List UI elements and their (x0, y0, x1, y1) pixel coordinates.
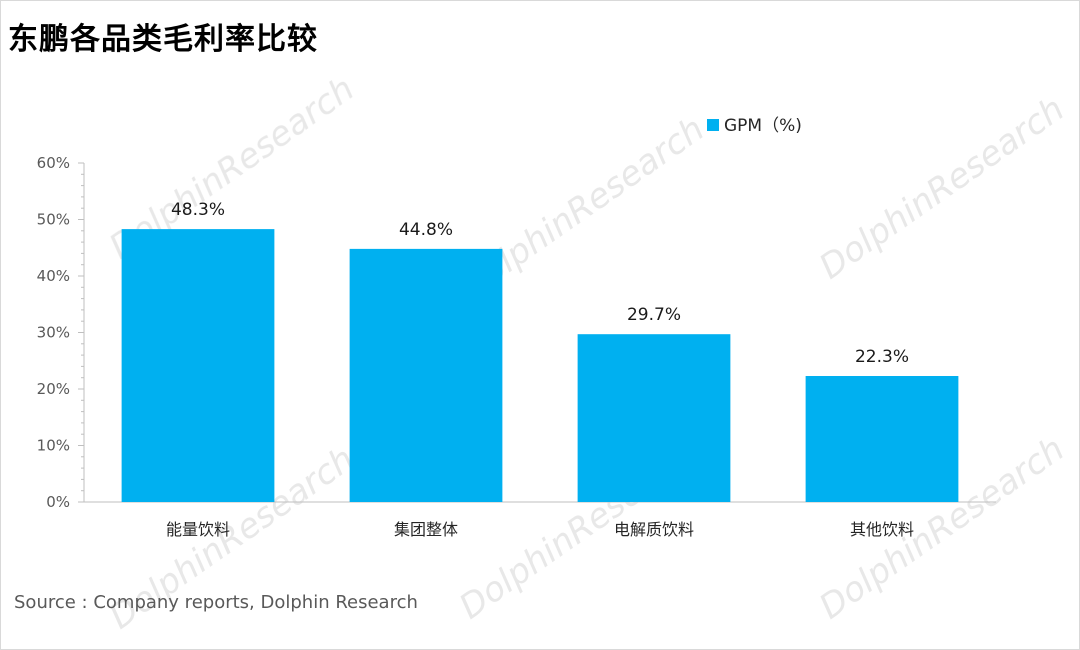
chart-title: 东鹏各品类毛利率比较 (8, 22, 318, 57)
data-label: 22.3% (855, 347, 909, 367)
source-note: Source : Company reports, Dolphin Resear… (14, 592, 418, 613)
y-axis-ticks: 0% 10% 20% 30% 40% 50% 60% (37, 154, 84, 511)
data-label: 44.8% (399, 220, 453, 240)
y-tick-label: 20% (37, 380, 70, 398)
data-label: 29.7% (627, 305, 681, 325)
y-tick-label: 40% (37, 267, 70, 285)
x-tick-label: 电解质饮料 (614, 520, 694, 539)
bar (805, 376, 959, 502)
x-tick-label: 集团整体 (394, 520, 458, 539)
y-tick-label: 0% (46, 493, 70, 511)
y-tick-label: 30% (37, 324, 70, 342)
data-labels-group: 48.3% 44.8% 29.7% 22.3% (171, 200, 909, 367)
legend-label: GPM（%) (724, 116, 802, 136)
data-label: 48.3% (171, 200, 225, 220)
svg-text:DolphinResearch: DolphinResearch (812, 89, 1072, 287)
bar (121, 229, 275, 503)
x-tick-label: 能量饮料 (166, 520, 230, 539)
y-tick-label: 50% (37, 211, 70, 229)
y-tick-label: 60% (37, 154, 70, 172)
y-tick-label: 10% (37, 437, 70, 455)
x-tick-label: 其他饮料 (850, 520, 914, 539)
x-axis-ticks: 能量饮料 集团整体 电解质饮料 其他饮料 (166, 520, 914, 539)
bars-group (121, 229, 959, 503)
legend-swatch (707, 119, 719, 131)
bar (577, 334, 731, 502)
bar (349, 248, 503, 502)
